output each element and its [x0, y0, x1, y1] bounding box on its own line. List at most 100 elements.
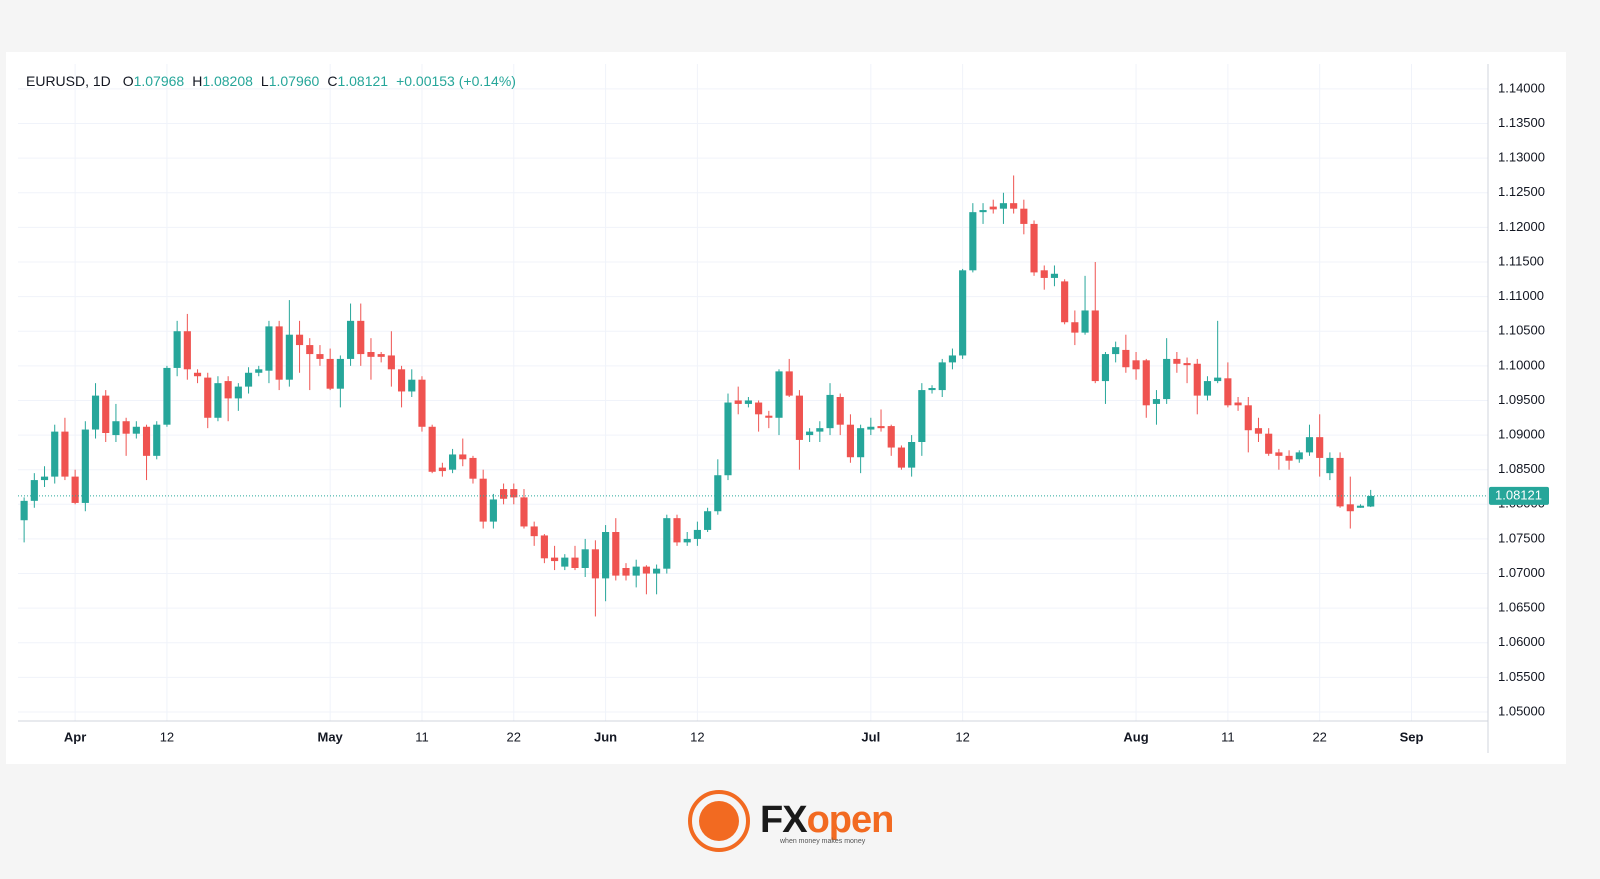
- candle-body: [1193, 363, 1201, 396]
- brand-open: open: [807, 799, 894, 841]
- candle-body: [489, 499, 497, 522]
- y-tick-label: 1.13000: [1498, 150, 1545, 165]
- candle-body: [918, 390, 926, 442]
- candle-body: [30, 480, 38, 501]
- legend-key: C: [327, 73, 337, 89]
- candle-body: [244, 372, 253, 387]
- candle-body: [795, 395, 803, 440]
- candle-body: [999, 203, 1008, 209]
- candle-body: [1183, 363, 1191, 366]
- candle-body: [622, 568, 630, 576]
- candle-body: [285, 334, 293, 380]
- x-tick-label: May: [318, 729, 344, 744]
- candle-body: [1224, 378, 1232, 406]
- legend-value: 1.07968: [134, 73, 185, 89]
- candle-body: [602, 532, 610, 579]
- chart-panel: [6, 52, 1566, 764]
- y-tick-label: 1.06000: [1498, 634, 1545, 649]
- legend-value: 1.08121: [337, 73, 388, 89]
- candle-body: [275, 326, 283, 380]
- candle-body: [1244, 405, 1252, 431]
- candle-body: [397, 369, 406, 392]
- candle-body: [642, 566, 650, 574]
- candle-body: [449, 454, 457, 470]
- candle-body: [1142, 360, 1150, 406]
- candle-body: [387, 355, 395, 370]
- candle-body: [91, 395, 100, 430]
- candle-body: [836, 397, 844, 425]
- legend-value: 1.08208: [202, 73, 253, 89]
- candle-body: [81, 429, 89, 503]
- candle-body: [1101, 354, 1110, 382]
- candle-body: [1265, 433, 1273, 454]
- candle-body: [877, 426, 885, 429]
- legend-key: H: [192, 73, 202, 89]
- y-tick-label: 1.10500: [1498, 323, 1545, 338]
- legend-value: 1.07960: [269, 73, 320, 89]
- candle-body: [1152, 399, 1161, 404]
- candle-body: [20, 500, 28, 521]
- candle-body: [693, 529, 701, 539]
- candle-body: [908, 442, 916, 468]
- candle-body: [1081, 310, 1089, 333]
- candle-body: [928, 388, 936, 391]
- candle-body: [1122, 349, 1130, 368]
- candle-body: [571, 557, 579, 568]
- brand: FXopen: [760, 799, 893, 841]
- candle-body: [581, 549, 589, 568]
- candle-body: [1050, 273, 1059, 278]
- x-tick-label: 22: [507, 729, 521, 744]
- x-tick-label: 12: [955, 729, 969, 744]
- candle-body: [122, 421, 130, 434]
- candle-body: [163, 367, 171, 425]
- price-label: 1.08121: [1495, 487, 1542, 502]
- y-tick-label: 1.11500: [1498, 253, 1544, 268]
- logo: FXopen when money makes money: [688, 790, 894, 852]
- candle-body: [1203, 381, 1212, 396]
- y-tick-label: 1.05000: [1498, 703, 1545, 718]
- candle-body: [510, 489, 518, 498]
- legend-key: O: [123, 73, 134, 89]
- candle-body: [265, 326, 273, 371]
- x-tick-label: 11: [1221, 729, 1235, 744]
- candle-body: [438, 467, 446, 472]
- candle-body: [1295, 452, 1303, 460]
- candle-body: [1346, 504, 1354, 512]
- candle-body: [173, 331, 181, 368]
- candle-body: [306, 345, 314, 355]
- candle-body: [734, 400, 742, 404]
- candle-body: [224, 381, 232, 399]
- x-tick-label: Jun: [594, 729, 617, 744]
- legend-key: L: [261, 73, 269, 89]
- candle-body: [326, 358, 334, 389]
- logo-ring: [688, 790, 750, 852]
- candle-body: [816, 428, 824, 432]
- candle-body: [214, 383, 222, 418]
- axis-labels: 1.05000 1.05500 1.06000 1.06500 1.07000 1.075…: [64, 80, 1549, 744]
- y-tick-label: 1.12000: [1498, 219, 1545, 234]
- candle-body: [500, 489, 508, 499]
- candle-body: [112, 421, 120, 436]
- candle-body: [1030, 223, 1038, 273]
- y-tick-label: 1.13500: [1498, 115, 1545, 130]
- candle-body: [102, 395, 110, 433]
- candle-body: [377, 354, 385, 357]
- candle-body: [408, 379, 416, 392]
- x-tick-label: Apr: [64, 729, 86, 744]
- candle-body: [551, 557, 559, 562]
- x-tick-label: 12: [690, 729, 704, 744]
- candle-body: [1367, 495, 1375, 507]
- candle-body: [989, 206, 997, 210]
- x-tick-label: Aug: [1123, 729, 1148, 744]
- candle-body: [520, 497, 528, 527]
- x-tick-label: Jul: [861, 729, 880, 744]
- candle-body: [1163, 358, 1171, 400]
- candle-body: [948, 355, 957, 363]
- symbol: EURUSD, 1D: [26, 73, 111, 89]
- candle-body: [775, 371, 783, 418]
- candle-body: [653, 568, 661, 574]
- candle-body: [612, 532, 620, 576]
- y-tick-label: 1.07500: [1498, 530, 1545, 545]
- candle-body: [428, 426, 436, 472]
